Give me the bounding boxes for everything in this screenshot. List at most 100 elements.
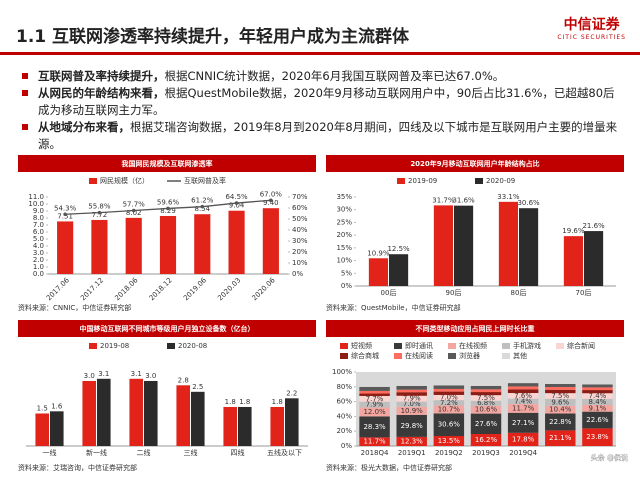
value-label: 8.02 [126,209,142,217]
value-label: 7.0% [403,400,421,408]
legend-swatch [502,353,510,359]
panel-header [326,155,624,172]
value-label: 54.3% [54,204,77,212]
page-title: 1.1 互联网渗透率持续提升，年轻用户成为主流群体 [16,27,410,47]
value-label: 16.2% [475,436,498,444]
line-marker [269,198,273,203]
legend-label: 其他 [513,351,527,360]
bar-segment [359,437,390,446]
bar [285,398,299,446]
bullet-text: 根据CNNIC统计数据，2020年6月我国互联网普及率已达67.0%。 [164,69,505,83]
bar [238,406,252,446]
value-label: 7.5% [477,394,495,402]
title-rule [0,52,640,55]
bar [35,413,49,446]
value-label: 7.9% [403,395,421,403]
value-label: 11.7% [363,438,386,446]
bar [191,391,205,446]
bar-segment [470,385,502,390]
bar-segment [470,389,502,393]
bar-segment [359,386,390,391]
value-label: 10.9% [401,407,424,415]
legend-swatch [89,343,97,349]
bar-segment [396,401,427,407]
value-label: 30.6% [517,199,540,207]
bullet-text: 根据艾瑞咨询数据，2019年8月到2020年8月期间，四线及以下城市是互联网用户… [38,120,618,151]
bar-segment [396,385,427,390]
legend-label: 2020-08 [178,342,207,350]
y-tick-label: 1.0 [33,263,44,271]
legend-swatch [340,343,348,349]
x-tick-label: 二线 [137,448,151,457]
y-tick-label: 30% [336,206,352,214]
line-marker [166,206,170,211]
legend-swatch [448,353,456,359]
source: 资料来源：QuestMobile，中信证券研究部 [326,303,461,312]
value-label: 7.4% [514,397,532,405]
bar [368,258,388,286]
y-tick-label: 25% [336,218,352,226]
bar-segment [433,436,465,446]
y-tick-label: 6.0 [33,228,44,236]
logo: 中信证券 CITIC SECURITIES [557,14,626,41]
chart-title: 不同类型移动应用占网民上网时长比重 [416,324,535,333]
legend-label: 在线视频 [459,341,487,350]
x-tick-label: 2019Q1 [398,449,426,457]
bar-segment [470,395,502,401]
bar-segment [582,390,613,394]
value-label: 1.8 [225,398,236,406]
bar [519,208,539,286]
bar-segment [433,385,465,389]
legend-label: 综合新闻 [567,341,595,350]
y-tick-label: 5% [341,269,352,277]
y-tick-label: 40% [292,226,308,234]
bar-segment [470,405,502,414]
value-label: 12.0% [363,408,386,416]
y-tick-label: 20% [292,248,308,256]
bar [270,406,284,446]
value-label: 22.6% [586,416,609,424]
value-label: 1.6 [51,402,63,410]
y-tick-label: 60% [336,398,352,406]
bar [454,205,474,286]
x-tick-label: 2018Q4 [361,449,389,457]
bar-segment [582,372,613,385]
bar [433,205,453,286]
bar-segment [582,404,613,412]
value-label: 13.5% [438,437,461,445]
bar-segment [507,386,539,390]
bar-segment [359,393,390,396]
bar-segment [507,383,539,387]
line-marker [63,212,67,217]
value-label: 10.6% [475,406,498,414]
bar-segment [433,391,465,395]
y-tick-label: 0% [341,442,352,450]
bar [50,411,64,446]
bullet: 互联网普及率持续提升，根据CNNIC统计数据，2020年6月我国互联网普及率已达… [20,68,620,85]
bar-segment [433,394,465,401]
x-tick-label: 三线 [184,448,198,457]
y-tick-label: 8.0 [33,214,44,222]
bar-segment [507,412,539,433]
value-label: 23.8% [586,433,609,441]
value-label: 9.04 [229,202,245,210]
bar [228,210,245,274]
value-label: 7.2% [440,399,458,407]
y-tick-label: 3.0 [33,249,44,257]
y-tick-label: 9.0 [33,207,44,215]
bar-segment [545,398,576,406]
bullet-lead: 从网民的年龄结构来看， [38,86,165,100]
value-label: 29.8% [401,422,424,430]
legend-swatch [89,178,97,184]
value-label: 30.6% [438,421,461,429]
value-label: 3.0 [145,372,156,380]
x-tick-label: 2017.12 [79,276,105,302]
bar-segment [396,406,427,415]
value-label: 10.4% [549,406,572,414]
bar-segment [359,390,390,394]
bullet-lead: 互联网普及率持续提升， [38,69,165,83]
value-label: 28.3% [363,423,386,431]
value-label: 1.5 [37,404,48,412]
value-label: 8.29 [160,207,176,215]
